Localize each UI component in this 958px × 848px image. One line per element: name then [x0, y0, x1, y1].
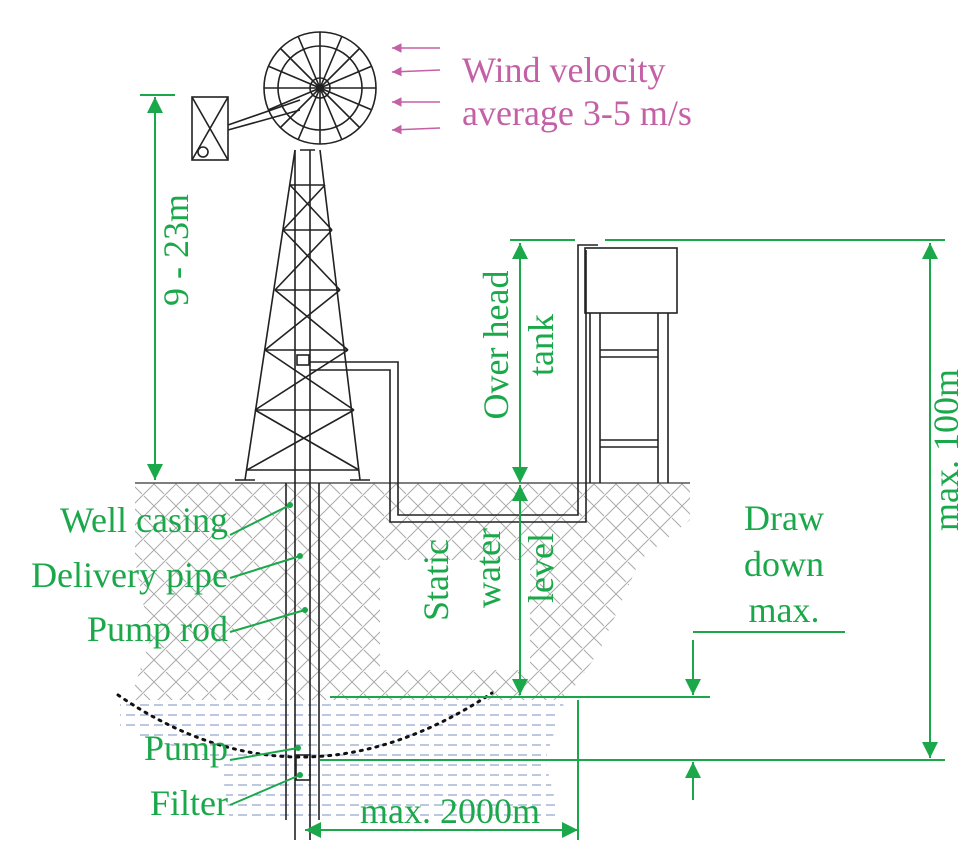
windmill	[191, 31, 377, 481]
wind-arrows	[391, 43, 441, 135]
pump-label: Pump	[144, 728, 228, 768]
draw-down-label: down	[744, 544, 824, 584]
ground	[116, 482, 690, 820]
draw-down-label: max.	[749, 590, 820, 630]
tank-label: tank	[521, 314, 561, 376]
wind-label: Wind velocity	[462, 50, 666, 90]
pump-rod-label: Pump rod	[87, 609, 228, 649]
well-casing-label: Well casing	[60, 500, 228, 540]
static-water-label: level	[521, 533, 561, 603]
max-distance-label: max. 2000m	[360, 791, 540, 831]
tank	[584, 247, 678, 483]
leader-dots	[287, 502, 308, 778]
max-head-label: max. 100m	[926, 369, 958, 531]
well-pipe	[285, 150, 598, 840]
tank-label: Over head	[476, 271, 516, 420]
wind-label: average 3-5 m/s	[462, 93, 692, 133]
filter-label: Filter	[150, 783, 228, 823]
delivery-pipe-label: Delivery pipe	[31, 555, 228, 595]
draw-down-label: Draw	[744, 498, 824, 538]
static-water-label: water	[468, 528, 508, 608]
static-water-label: Static	[416, 539, 456, 621]
dimension-lines	[140, 94, 945, 840]
tower-height-label: 9 - 23m	[156, 194, 196, 306]
